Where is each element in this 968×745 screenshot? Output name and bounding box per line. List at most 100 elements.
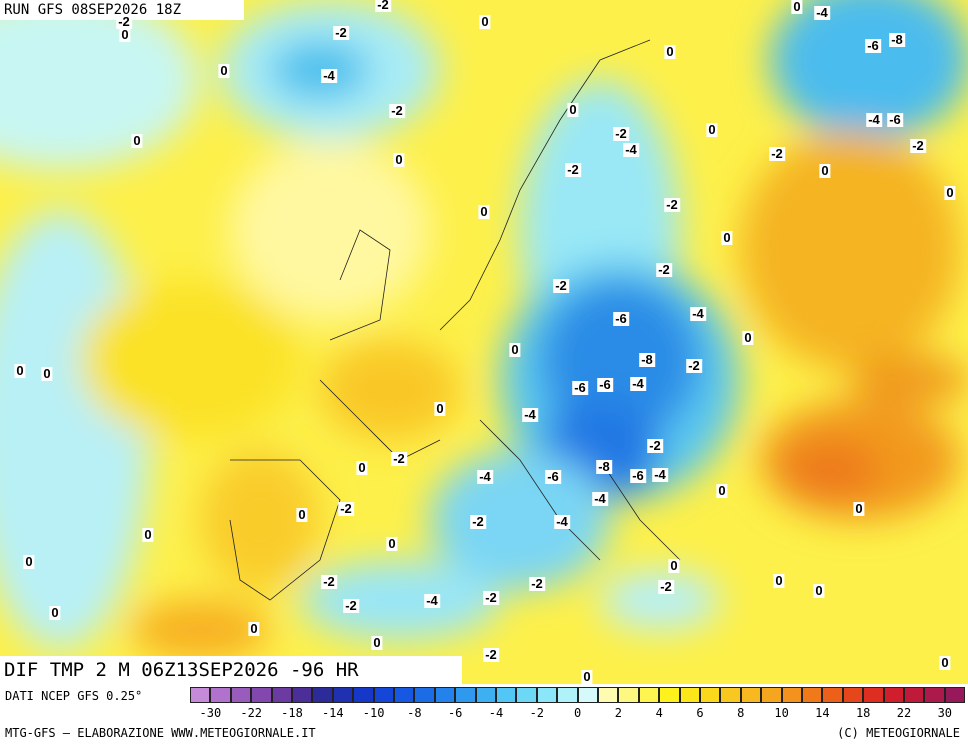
contour-label: 0 bbox=[371, 635, 383, 650]
colorbar-label: -2 bbox=[529, 706, 545, 720]
contour-label: 0 bbox=[478, 204, 490, 219]
contour-label: 0 bbox=[819, 163, 831, 178]
colorbar-label: 22 bbox=[896, 706, 912, 720]
contour-label: 0 bbox=[434, 401, 446, 416]
contour-label: 0 bbox=[296, 507, 308, 522]
map-title: DIF TMP 2 M 06Z13SEP2026 -96 HR bbox=[0, 656, 462, 684]
contour-label: 0 bbox=[142, 527, 154, 542]
color-swatch bbox=[883, 687, 904, 703]
contour-label: 0 bbox=[668, 558, 680, 573]
contour-label: -2 bbox=[529, 576, 545, 591]
contour-label: -4 bbox=[321, 68, 337, 83]
colorbar-label: -30 bbox=[199, 706, 222, 720]
color-swatch bbox=[373, 687, 394, 703]
contour-label: -4 bbox=[522, 407, 538, 422]
color-swatch bbox=[598, 687, 619, 703]
contour-label: -2 bbox=[613, 126, 629, 141]
contour-label: -2 bbox=[769, 146, 785, 161]
colorbar-label: -18 bbox=[281, 706, 303, 720]
color-swatch bbox=[577, 687, 598, 703]
color-swatch bbox=[842, 687, 864, 703]
source: DATI NCEP GFS 0.25° bbox=[5, 689, 143, 703]
colorbar-label: 2 bbox=[614, 706, 623, 720]
contour-label: 0 bbox=[49, 605, 61, 620]
colorbar-label: -6 bbox=[447, 706, 463, 720]
contour-label: -4 bbox=[630, 376, 646, 391]
contour-label: -4 bbox=[592, 491, 608, 506]
color-swatch bbox=[516, 687, 537, 703]
color-swatch bbox=[292, 687, 313, 703]
colorbar-label: -14 bbox=[321, 706, 344, 720]
color-swatch bbox=[822, 687, 843, 703]
contour-label: -4 bbox=[477, 469, 493, 484]
color-swatch bbox=[659, 687, 680, 703]
contour-label: -4 bbox=[554, 514, 570, 529]
color-swatch bbox=[312, 687, 333, 703]
contour-label: 0 bbox=[567, 102, 579, 117]
contour-label: -2 bbox=[389, 103, 405, 118]
coastline bbox=[229, 39, 681, 601]
contour-label: -6 bbox=[545, 469, 561, 484]
color-swatch bbox=[802, 687, 823, 703]
color-swatch bbox=[863, 687, 884, 703]
color-swatch bbox=[332, 687, 354, 703]
contour-label: -8 bbox=[639, 352, 655, 367]
map bbox=[0, 0, 968, 684]
contour-label: -4 bbox=[866, 112, 882, 127]
temperature-field bbox=[0, 0, 968, 660]
contour-label: 0 bbox=[581, 669, 593, 684]
colorbar-label: 6 bbox=[696, 706, 704, 720]
contour-label: -2 bbox=[483, 590, 499, 605]
contour-label: 0 bbox=[386, 536, 398, 551]
color-swatch bbox=[190, 687, 211, 703]
color-swatch bbox=[210, 687, 231, 703]
contour-label: -2 bbox=[375, 0, 391, 12]
contour-label: -4 bbox=[424, 593, 440, 608]
color-swatch bbox=[496, 687, 517, 703]
contour-label: 0 bbox=[356, 460, 368, 475]
color-swatch bbox=[761, 687, 782, 703]
contour-label: -2 bbox=[338, 501, 354, 516]
contour-label: 0 bbox=[393, 152, 405, 167]
contour-label: 0 bbox=[944, 185, 956, 200]
contour-label: -4 bbox=[652, 467, 668, 482]
colorbar-label: 0 bbox=[573, 706, 582, 720]
contour-label: -6 bbox=[865, 38, 881, 53]
contour-label: 0 bbox=[248, 621, 260, 636]
color-swatch bbox=[353, 687, 374, 703]
contour-label: -2 bbox=[658, 579, 674, 594]
colorbar-label: 10 bbox=[774, 706, 789, 720]
color-swatch bbox=[781, 687, 802, 703]
color-swatch bbox=[536, 687, 558, 703]
color-swatch bbox=[679, 687, 700, 703]
color-swatch bbox=[475, 687, 496, 703]
color-swatch bbox=[394, 687, 415, 703]
contour-label: -2 bbox=[656, 262, 672, 277]
contour-label: 0 bbox=[218, 63, 230, 78]
colorbar-label: -10 bbox=[362, 706, 385, 720]
color-swatch bbox=[904, 687, 925, 703]
contour-label: -2 bbox=[647, 438, 663, 453]
contour-label: -2 bbox=[470, 514, 486, 529]
contour-label: -4 bbox=[623, 142, 639, 157]
color-swatch bbox=[924, 687, 945, 703]
color-swatch bbox=[720, 687, 741, 703]
contour-label: -6 bbox=[613, 311, 629, 326]
copyright: (C) METEOGIORNALE bbox=[837, 726, 960, 740]
contour-label: 0 bbox=[509, 342, 521, 357]
contour-label: 0 bbox=[706, 122, 718, 137]
contour-label: -6 bbox=[597, 377, 613, 392]
color-swatch bbox=[638, 687, 660, 703]
contour-label: 0 bbox=[721, 230, 733, 245]
contour-label: -2 bbox=[565, 162, 581, 177]
color-swatch bbox=[557, 687, 578, 703]
color-swatch bbox=[251, 687, 272, 703]
contour-label: -8 bbox=[596, 459, 612, 474]
contour-label: -8 bbox=[889, 32, 905, 47]
contour-label: 0 bbox=[131, 133, 143, 148]
color-swatch bbox=[740, 687, 762, 703]
colorbar-label: 18 bbox=[855, 706, 871, 720]
contour-label: -2 bbox=[483, 647, 499, 662]
colorbar-label: 30 bbox=[937, 706, 953, 720]
contour-label: 0 bbox=[479, 14, 491, 29]
